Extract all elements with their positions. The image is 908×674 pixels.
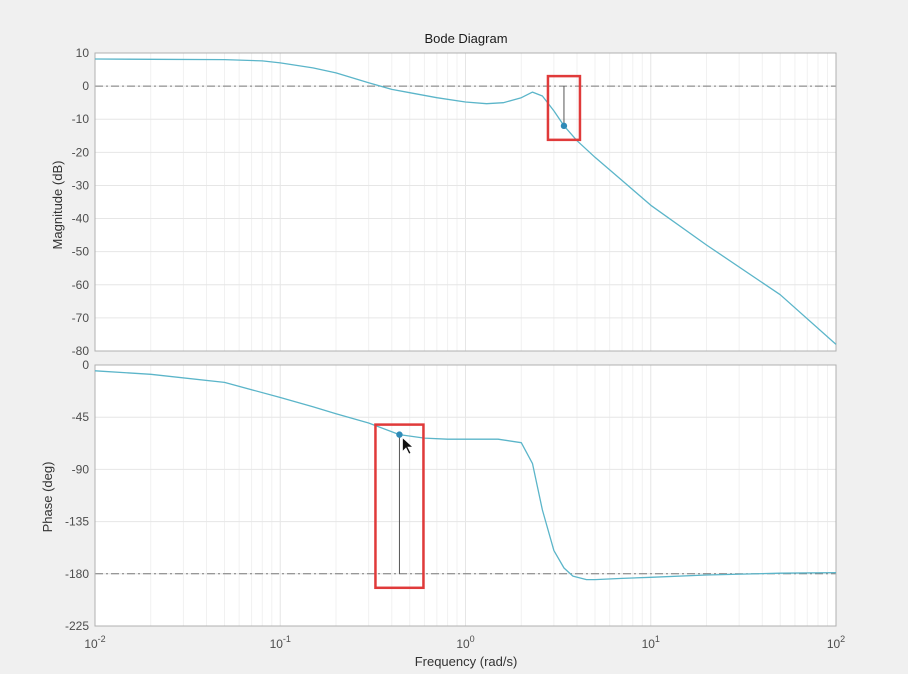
phase-ytick-label: 0	[82, 358, 89, 372]
x-tick-exponent: 2	[840, 634, 845, 644]
phase-ytick-label: -225	[65, 619, 89, 633]
magnitude-datatip-marker	[560, 122, 568, 130]
phase-ylabel: Phase (deg)	[40, 462, 55, 533]
magnitude-plot[interactable]: 10 0 -10 -20 -30 -40 -50 -60 -70 -80	[72, 46, 837, 358]
cursor-arrow-icon	[402, 436, 414, 455]
x-tick-exponent: 0	[470, 634, 475, 644]
magnitude-curve	[94, 58, 837, 345]
x-tick-labels: 10-2 10-1 100 101 102	[84, 634, 845, 651]
phase-curve	[94, 370, 837, 581]
x-tick-exponent: -1	[283, 634, 291, 644]
x-tick-exponent: -2	[98, 634, 106, 644]
chart-title: Bode Diagram	[424, 31, 507, 46]
phase-ytick-label: -180	[65, 567, 89, 581]
x-tick-label: 100	[456, 634, 474, 651]
magnitude-ytick-label: -80	[72, 344, 90, 358]
x-tick-base: 10	[84, 637, 98, 651]
x-tick-label: 10-2	[84, 634, 105, 651]
magnitude-axes-box	[94, 52, 837, 352]
x-tick-label: 101	[642, 634, 660, 651]
phase-axes-box	[94, 364, 837, 627]
phase-ytick-label: -90	[72, 462, 90, 476]
x-axis-label: Frequency (rad/s)	[415, 654, 518, 669]
magnitude-ytick-label: 0	[82, 79, 89, 93]
magnitude-ylabel: Magnitude (dB)	[50, 161, 65, 250]
magnitude-ytick-label: -70	[72, 311, 90, 325]
magnitude-ytick-label: -10	[72, 112, 90, 126]
x-tick-exponent: 1	[655, 634, 660, 644]
magnitude-ytick-label: 10	[76, 46, 90, 60]
phase-highlight-box	[374, 423, 425, 590]
magnitude-ytick-label: -60	[72, 278, 90, 292]
phase-ytick-label: -45	[72, 410, 90, 424]
magnitude-ytick-label: -50	[72, 245, 90, 259]
x-tick-base: 10	[827, 637, 841, 651]
x-tick-label: 102	[827, 634, 845, 651]
x-tick-base: 10	[456, 637, 470, 651]
magnitude-ytick-label: -20	[72, 145, 90, 159]
phase-ytick-label: -135	[65, 515, 89, 529]
x-tick-base: 10	[642, 637, 656, 651]
magnitude-ytick-label: -40	[72, 212, 90, 226]
phase-datatip-marker	[396, 431, 403, 438]
magnitude-ytick-label: -30	[72, 178, 90, 192]
phase-plot[interactable]: 0 -45 -90 -135 -180 -225	[65, 358, 837, 633]
x-tick-label: 10-1	[270, 634, 291, 651]
magnitude-highlight-box	[546, 74, 582, 142]
x-tick-base: 10	[270, 637, 284, 651]
